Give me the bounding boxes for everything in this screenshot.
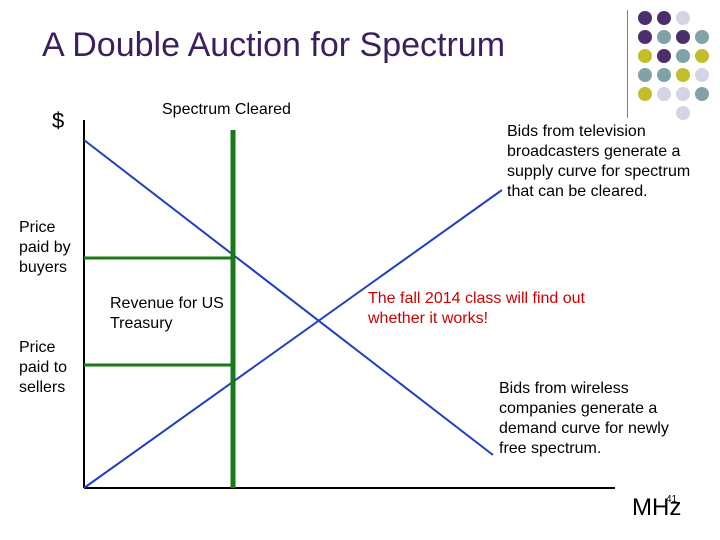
fall-class-annotation: The fall 2014 class will find out whethe…: [368, 290, 585, 327]
slide-title: A Double Auction for Spectrum: [42, 26, 506, 64]
slide-number: 41: [666, 494, 678, 505]
y-axis-label: $: [52, 108, 65, 133]
demand-curve: [83, 139, 494, 456]
buyers-price-label: Price paid by buyers: [19, 219, 71, 276]
demand-annotation: Bids from wireless companies generate a …: [499, 380, 669, 457]
revenue-label: Revenue for US Treasury: [110, 295, 224, 332]
spectrum-cleared-label: Spectrum Cleared: [162, 101, 291, 118]
supply-annotation: Bids from television broadcasters genera…: [507, 123, 691, 200]
decorative-dot-grid: [638, 11, 709, 120]
decorative-divider: [627, 10, 628, 118]
sellers-price-label: Price paid to sellers: [19, 339, 68, 396]
supply-curve: [83, 189, 503, 489]
x-axis-label: MHz: [632, 494, 682, 521]
